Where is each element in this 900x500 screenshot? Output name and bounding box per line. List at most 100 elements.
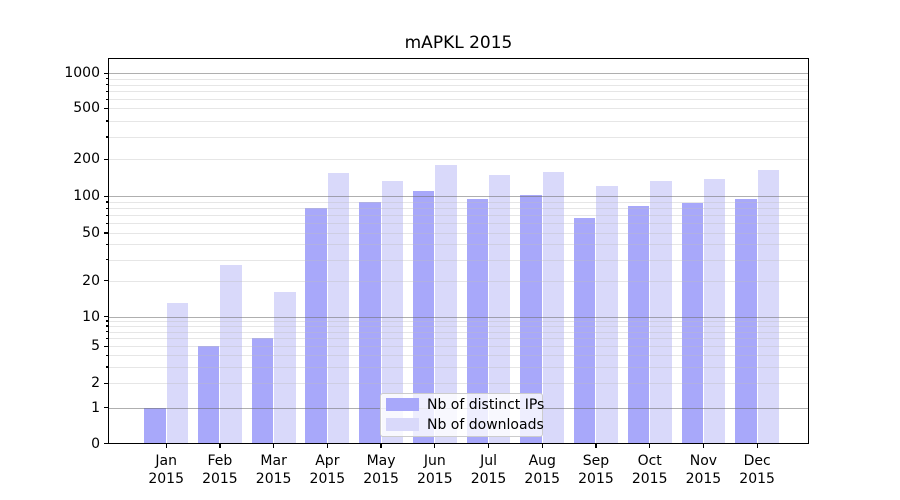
x-tick-mark [380,443,382,448]
y-tick-label: 20 [82,272,100,289]
x-tick-mark [326,443,329,448]
gridline-minor [108,338,809,340]
gridline-minor [108,99,809,101]
x-tick-label: Jun 2015 [416,453,453,487]
bar-downloads-feb [220,265,242,444]
bar-distinct-ips-nov [681,203,703,444]
gridline-major [108,196,809,198]
gridline-major [108,316,809,318]
bar-distinct-ips-apr [305,208,327,444]
gridline-minor [108,366,809,368]
y-tick-label: 2 [91,375,100,392]
x-tick-mark [219,443,221,448]
y-minor-tick-mark [105,90,108,93]
x-tick-label: Nov 2015 [685,453,722,487]
gridline-minor [108,91,809,93]
legend: Nb of distinct IPs Nb of downloads [380,393,544,437]
y-tick-mark [103,280,108,282]
bar-distinct-ips-sep [574,218,596,444]
bar-distinct-ips-oct [627,206,650,444]
bar-distinct-ips-mar [251,338,274,444]
gridline-minor [108,259,809,261]
x-tick-label: Apr 2015 [309,453,346,487]
bar-distinct-ips-jul [466,199,488,444]
bar-downloads-sep [596,186,618,444]
y-minor-tick-mark [105,120,108,122]
bar-distinct-ips-feb [198,346,220,444]
gridline-minor [108,346,809,347]
gridline-minor [108,244,809,246]
y-minor-tick-mark [105,320,108,322]
x-tick-mark [702,443,705,448]
bar-distinct-ips-aug [520,194,542,444]
y-tick-label: 50 [82,224,100,241]
x-tick-label: Oct 2015 [631,453,668,487]
x-tick-label: Dec 2015 [739,453,775,487]
x-tick-label: Jul 2015 [470,453,507,487]
bar-downloads-aug [542,171,565,444]
gridline-minor [108,223,809,225]
y-minor-tick-mark [105,222,108,224]
gridline-minor [108,120,809,122]
x-tick-mark [649,443,651,448]
x-tick-mark [434,443,436,448]
bar-downloads-oct [650,181,672,444]
x-tick-mark [595,443,597,448]
gridline-minor [108,215,809,217]
x-tick-label: Sep 2015 [578,453,614,487]
x-tick-label: Jan 2015 [148,453,184,487]
y-tick-label: 10 [82,308,100,325]
y-tick-label: 1 [91,399,100,416]
y-tick-mark [103,107,108,110]
y-minor-tick-mark [105,337,108,340]
y-tick-mark [103,407,108,409]
x-tick-label: Mar 2015 [255,453,292,487]
y-minor-tick-mark [105,78,108,80]
y-minor-tick-mark [105,331,108,333]
bar-distinct-ips-jan [144,407,166,444]
y-tick-mark [103,316,108,318]
y-tick-mark [103,232,108,234]
y-tick-mark [103,382,108,385]
x-tick-mark [165,443,167,448]
bar-distinct-ips-dec [735,199,757,444]
legend-swatch-distinct-ips [386,398,419,411]
y-minor-tick-mark [105,214,108,216]
y-minor-tick-mark [105,325,108,327]
legend-row-downloads: Nb of downloads [386,418,544,432]
gridline-minor [108,355,809,357]
bar-downloads-jan [166,302,189,444]
gridline-minor [108,320,809,322]
x-tick-label: May 2015 [363,453,399,487]
y-tick-label: 5 [91,338,100,354]
gridline-minor [108,201,809,203]
gridline-minor [108,136,809,138]
gridline-minor [108,325,809,327]
gridline-minor [108,108,809,110]
bar-downloads-apr [327,173,350,444]
y-tick-label: 100 [73,188,100,205]
y-tick-mark [103,72,108,75]
y-tick-label: 1000 [64,65,100,82]
bar-downloads-may [381,181,403,444]
y-tick-label: 0 [91,435,100,452]
gridline-minor [108,232,809,234]
legend-label-distinct-ips: Nb of distinct IPs [427,396,545,413]
y-minor-tick-mark [105,84,108,86]
y-minor-tick-mark [105,354,108,356]
gridline-minor [108,280,809,282]
legend-row-distinct-ips: Nb of distinct IPs [386,398,544,412]
legend-swatch-downloads [386,418,419,431]
bar-downloads-mar [274,292,296,444]
gridline-minor [108,383,809,385]
gridline-minor [108,84,809,86]
y-tick-mark [103,158,108,161]
bar-downloads-jul [489,175,511,444]
gridline-minor [108,331,809,333]
y-tick-mark [103,345,108,347]
y-tick-label: 200 [73,151,100,168]
y-tick-label: 500 [73,100,100,117]
y-minor-tick-mark [105,98,108,100]
gridline-major [108,73,809,75]
